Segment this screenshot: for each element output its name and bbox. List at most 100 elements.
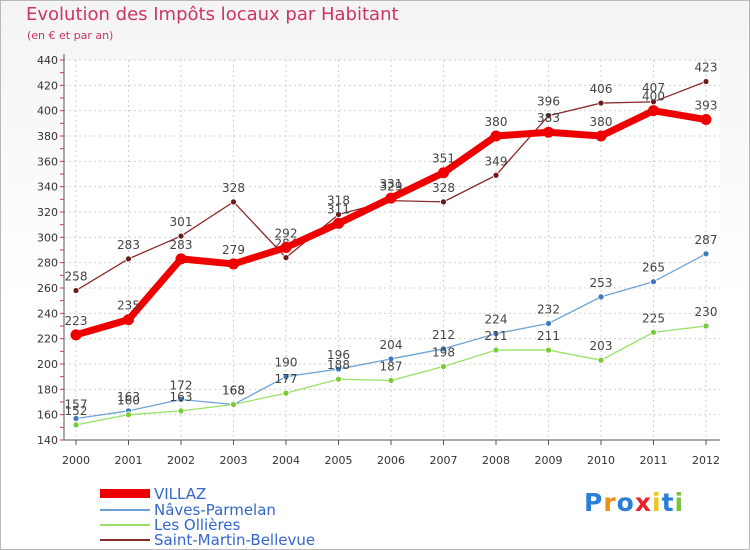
y-tick-label: 360: [37, 155, 58, 168]
data-point-villaz: [700, 114, 712, 126]
data-point-villaz: [228, 258, 239, 270]
data-point-villaz: [70, 329, 82, 341]
y-tick-label: 180: [37, 383, 58, 396]
data-point-naves-parmelan: [650, 278, 657, 286]
legend-swatch-villaz: [100, 489, 150, 498]
data-point-saint-martin-bellevue: [545, 112, 552, 120]
data-label-les-ollieres: 160: [117, 394, 140, 408]
data-point-les-ollieres: [282, 389, 290, 397]
y-tick-label: 300: [37, 231, 58, 244]
data-point-saint-martin-bellevue: [650, 98, 657, 106]
data-label-villaz: 223: [65, 314, 88, 328]
data-label-saint-martin-bellevue: 407: [642, 81, 665, 95]
data-point-villaz: [385, 192, 397, 204]
data-label-saint-martin-bellevue: 318: [327, 194, 350, 208]
x-tick-label: 2010: [587, 454, 615, 467]
data-label-naves-parmelan: 224: [485, 313, 508, 327]
y-tick-label: 260: [37, 282, 58, 295]
x-tick-label: 2005: [325, 454, 353, 467]
data-label-villaz: 380: [590, 115, 613, 129]
data-point-naves-parmelan: [387, 355, 395, 363]
data-point-naves-parmelan: [282, 373, 290, 381]
data-label-naves-parmelan: 212: [432, 328, 455, 342]
data-label-villaz: 279: [222, 243, 245, 257]
data-label-villaz: 235: [117, 299, 140, 313]
data-point-les-ollieres: [702, 322, 710, 330]
y-tick-label: 160: [37, 409, 58, 422]
data-point-villaz: [280, 241, 292, 253]
legend-label-naves-parmelan: Nâves-Parmelan: [154, 501, 276, 519]
data-point-les-ollieres: [492, 346, 500, 354]
data-point-les-ollieres: [650, 328, 657, 336]
data-label-les-ollieres: 188: [327, 358, 350, 372]
data-point-naves-parmelan: [702, 250, 710, 258]
data-label-saint-martin-bellevue: 258: [65, 270, 88, 284]
legend-label-villaz: VILLAZ: [154, 485, 207, 503]
brand-text: Proxiti: [584, 488, 685, 517]
data-label-villaz: 393: [695, 99, 718, 113]
data-point-saint-martin-bellevue: [492, 171, 500, 179]
x-tick-label: 2000: [62, 454, 90, 467]
data-point-naves-parmelan: [177, 396, 185, 403]
x-tick-label: 2012: [692, 454, 720, 467]
x-tick-label: 2002: [167, 454, 195, 467]
data-point-les-ollieres: [230, 401, 237, 408]
legend-item-saint-martin-bellevue: Saint-Martin-Bellevue: [100, 531, 420, 549]
x-tick-label: 2009: [535, 454, 563, 467]
y-tick-label: 280: [37, 257, 58, 270]
data-point-les-ollieres: [387, 377, 395, 384]
legend-label-les-ollieres: Les Ollières: [154, 516, 241, 534]
data-label-les-ollieres: 225: [642, 311, 665, 325]
y-tick-label: 320: [37, 206, 58, 219]
proxiti-logo: Proxiti: [584, 488, 684, 517]
data-label-les-ollieres: 152: [65, 404, 88, 418]
data-point-villaz: [123, 314, 134, 326]
data-point-naves-parmelan: [440, 345, 447, 353]
legend-swatch-naves-parmelan: [100, 509, 150, 511]
y-tick-label: 420: [37, 79, 58, 92]
data-label-saint-martin-bellevue: 328: [432, 181, 455, 195]
data-point-les-ollieres: [440, 363, 447, 370]
data-point-saint-martin-bellevue: [125, 255, 132, 263]
data-label-les-ollieres: 203: [590, 339, 613, 353]
data-point-saint-martin-bellevue: [230, 198, 237, 206]
y-tick-label: 240: [37, 307, 58, 320]
data-label-villaz: 383: [537, 111, 560, 125]
data-point-saint-martin-bellevue: [177, 232, 185, 240]
y-tick-label: 440: [37, 54, 58, 67]
data-point-villaz: [490, 130, 502, 142]
data-point-villaz: [595, 130, 607, 142]
data-point-saint-martin-bellevue: [335, 211, 342, 218]
data-label-naves-parmelan: 204: [380, 338, 403, 352]
data-point-les-ollieres: [335, 375, 342, 383]
legend-item-villaz: VILLAZ: [100, 485, 420, 503]
data-label-les-ollieres: 211: [485, 329, 508, 343]
data-point-villaz: [648, 105, 659, 117]
chart-subtitle: (en € et par an): [27, 29, 114, 42]
data-point-saint-martin-bellevue: [597, 99, 605, 107]
data-label-naves-parmelan: 168: [222, 384, 245, 398]
x-tick-label: 2003: [220, 454, 248, 467]
data-point-saint-martin-bellevue: [702, 78, 710, 85]
x-tick-label: 2011: [640, 454, 668, 467]
data-label-les-ollieres: 211: [537, 329, 560, 343]
data-label-saint-martin-bellevue: 329: [380, 180, 403, 194]
y-tick-label: 140: [37, 434, 58, 447]
data-label-villaz: 380: [485, 115, 508, 129]
data-label-villaz: 283: [170, 238, 193, 252]
data-label-naves-parmelan: 253: [590, 276, 613, 290]
data-point-naves-parmelan: [597, 293, 605, 301]
data-point-les-ollieres: [177, 407, 185, 415]
data-point-villaz: [543, 126, 554, 138]
data-point-naves-parmelan: [492, 330, 500, 338]
x-tick-label: 2004: [272, 454, 300, 467]
legend-label-saint-martin-bellevue: Saint-Martin-Bellevue: [154, 531, 316, 549]
data-point-saint-martin-bellevue: [440, 198, 447, 206]
data-label-saint-martin-bellevue: 349: [485, 154, 508, 168]
data-label-naves-parmelan: 287: [695, 233, 718, 247]
data-label-naves-parmelan: 190: [275, 356, 298, 370]
data-label-saint-martin-bellevue: 396: [537, 95, 560, 109]
y-tick-label: 340: [37, 181, 58, 194]
data-point-villaz: [333, 217, 344, 229]
data-point-saint-martin-bellevue: [282, 254, 290, 262]
